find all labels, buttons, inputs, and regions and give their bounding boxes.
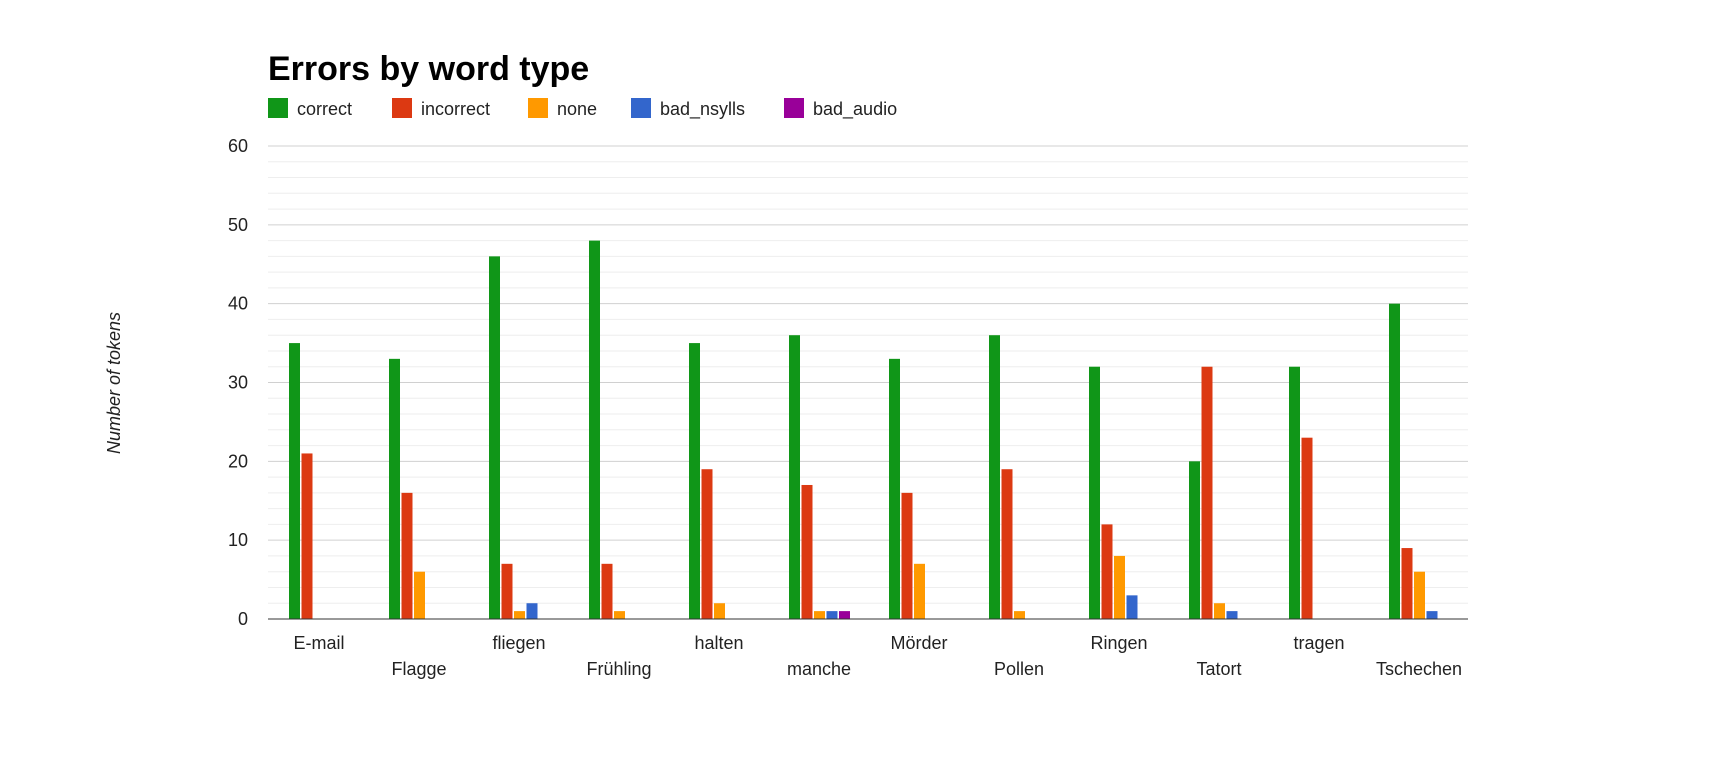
bar-incorrect bbox=[701, 469, 713, 619]
legend-label-incorrect: incorrect bbox=[421, 99, 490, 119]
y-tick-label: 0 bbox=[238, 609, 248, 629]
legend-swatch-bad_nsylls bbox=[631, 98, 651, 118]
bar-none bbox=[1414, 571, 1425, 619]
legend-swatch-none bbox=[528, 98, 548, 118]
legend-label-bad_nsylls: bad_nsylls bbox=[660, 99, 745, 120]
gridlines bbox=[268, 145, 1468, 604]
bar-incorrect bbox=[1101, 524, 1113, 619]
bar-none bbox=[1214, 603, 1225, 619]
bars bbox=[289, 240, 1438, 619]
y-axis-label: Number of tokens bbox=[104, 312, 124, 454]
x-tick-label: Flagge bbox=[391, 659, 446, 679]
y-tick-label: 20 bbox=[228, 451, 248, 471]
legend-label-none: none bbox=[557, 99, 597, 119]
y-axis-ticks: 0 10 20 30 40 50 60 bbox=[228, 136, 248, 629]
bar-correct bbox=[1289, 366, 1300, 619]
x-axis-labels: E-mail Flagge fliegen Frühling halten manche M… bbox=[293, 633, 1462, 679]
bar-none bbox=[414, 571, 425, 619]
bar-correct bbox=[589, 240, 600, 619]
bar-correct bbox=[989, 335, 1000, 619]
bar-none bbox=[714, 603, 725, 619]
bar-incorrect bbox=[401, 492, 413, 619]
x-tick-label: fliegen bbox=[492, 633, 545, 653]
bar-bad_nsylls bbox=[1426, 611, 1438, 619]
bar-none bbox=[814, 611, 825, 619]
legend-label-bad_audio: bad_audio bbox=[813, 99, 897, 120]
bar-incorrect bbox=[1001, 469, 1013, 619]
x-tick-label: Tatort bbox=[1196, 659, 1241, 679]
bar-correct bbox=[689, 343, 700, 619]
y-tick-label: 40 bbox=[228, 294, 248, 314]
bar-correct bbox=[889, 358, 900, 619]
bar-incorrect bbox=[1401, 548, 1413, 619]
x-tick-label: Tschechen bbox=[1376, 659, 1462, 679]
bar-none bbox=[1114, 555, 1125, 619]
legend-swatch-bad_audio bbox=[784, 98, 804, 118]
bar-incorrect bbox=[1301, 437, 1313, 619]
bar-none bbox=[614, 611, 625, 619]
legend-label-correct: correct bbox=[297, 99, 352, 119]
x-tick-label: E-mail bbox=[293, 633, 344, 653]
x-tick-label: Pollen bbox=[994, 659, 1044, 679]
bar-bad_audio bbox=[839, 611, 850, 619]
bar-correct bbox=[1189, 461, 1200, 619]
bar-bad_nsylls bbox=[1226, 611, 1238, 619]
bar-incorrect bbox=[501, 563, 513, 619]
y-tick-label: 10 bbox=[228, 530, 248, 550]
bar-correct bbox=[1089, 366, 1100, 619]
bar-incorrect bbox=[801, 484, 813, 619]
bar-incorrect bbox=[1201, 366, 1213, 619]
bar-correct bbox=[789, 335, 800, 619]
bar-correct bbox=[489, 256, 500, 619]
bar-incorrect bbox=[301, 453, 313, 619]
chart-title: Errors by word type bbox=[268, 50, 589, 88]
y-tick-label: 60 bbox=[228, 136, 248, 156]
bar-none bbox=[514, 611, 525, 619]
bar-bad_nsylls bbox=[826, 611, 838, 619]
bar-correct bbox=[1389, 303, 1400, 619]
bar-none bbox=[1014, 611, 1025, 619]
bar-correct bbox=[289, 343, 300, 619]
legend: correct incorrect none bad_nsylls bad_audio bbox=[268, 98, 897, 120]
x-tick-label: Frühling bbox=[586, 659, 651, 679]
legend-swatch-incorrect bbox=[392, 98, 412, 118]
bar-bad_nsylls bbox=[526, 603, 538, 619]
x-tick-label: Ringen bbox=[1090, 633, 1147, 653]
bar-bad_nsylls bbox=[1126, 595, 1138, 619]
bar-incorrect bbox=[901, 492, 913, 619]
bar-correct bbox=[389, 358, 400, 619]
x-tick-label: manche bbox=[787, 659, 851, 679]
x-tick-label: tragen bbox=[1293, 633, 1344, 653]
bar-incorrect bbox=[601, 563, 613, 619]
y-tick-label: 50 bbox=[228, 215, 248, 235]
x-tick-label: halten bbox=[694, 633, 743, 653]
legend-swatch-correct bbox=[268, 98, 288, 118]
y-tick-label: 30 bbox=[228, 373, 248, 393]
x-tick-label: Mörder bbox=[890, 633, 947, 653]
bar-none bbox=[914, 563, 925, 619]
